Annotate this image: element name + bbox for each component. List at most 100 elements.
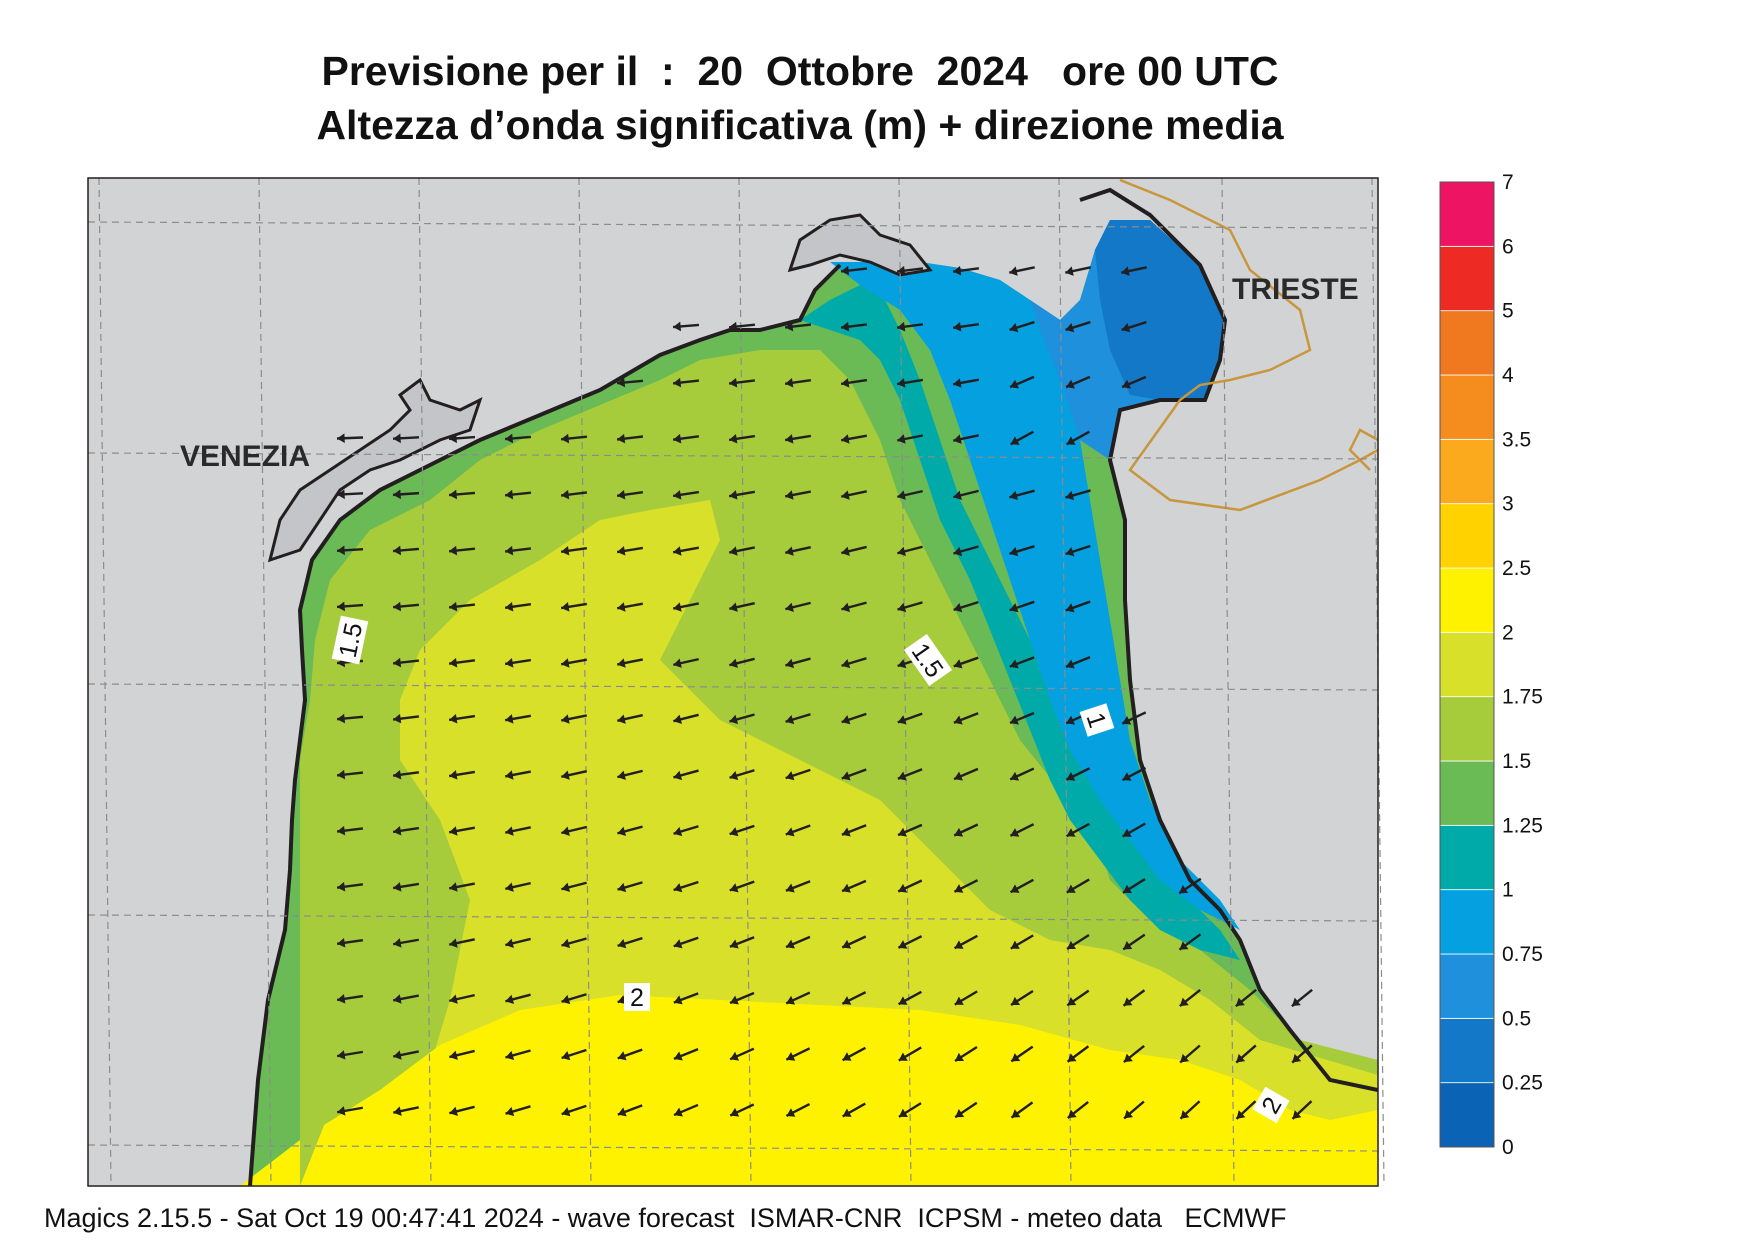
wave-arrow [841, 991, 867, 1005]
wave-arrow [1066, 1045, 1090, 1063]
wave-arrow [336, 1050, 364, 1060]
wave-arrow [1235, 1100, 1257, 1120]
wave-arrow [392, 433, 420, 444]
wave-arrow [449, 938, 475, 948]
wave-arrow [1010, 934, 1034, 950]
wave-arrow [505, 937, 531, 948]
wave-arrow [1009, 545, 1035, 557]
wave-arrow [898, 1046, 922, 1062]
legend-swatch [1439, 438, 1495, 505]
wave-arrow [953, 489, 979, 500]
wave-arrow [1009, 266, 1035, 276]
wave-arrow [728, 434, 756, 444]
legend-label: 2 [1502, 621, 1514, 644]
wave-arrow [505, 993, 531, 1005]
legend-swatch [1439, 503, 1495, 569]
wave-arrow [505, 881, 531, 892]
legend-swatch [1439, 631, 1495, 698]
wave-arrow [953, 823, 979, 837]
wave-arrow [954, 934, 978, 950]
wave-arrow [785, 991, 811, 1005]
wave-arrow [392, 545, 420, 556]
wave-arrow [1235, 988, 1257, 1008]
wave-arrow [1009, 767, 1035, 781]
wave-arrow [840, 321, 868, 332]
wave-arrow [896, 378, 924, 388]
wave-arrow [728, 377, 756, 388]
wave-arrow [840, 434, 868, 444]
legend-label: 3.5 [1502, 428, 1531, 451]
wave-arrow [448, 489, 476, 500]
wave-arrow [673, 713, 699, 724]
wave-arrow [898, 1102, 922, 1118]
wave-arrow [505, 770, 531, 780]
wave-arrow [393, 1050, 419, 1060]
wave-arrow [1123, 1100, 1145, 1120]
wave-arrow [1009, 656, 1035, 669]
wave-arrow [673, 825, 699, 837]
wave-arrow [898, 990, 922, 1006]
wave-arrow [841, 1046, 867, 1062]
wave-arrow [616, 602, 644, 612]
wave-arrow [1065, 600, 1091, 613]
wave-arrow [785, 880, 811, 893]
wave-arrow [954, 1101, 978, 1119]
wave-arrow [952, 378, 980, 388]
legend-swatch [1439, 953, 1495, 1019]
wave-arrow [505, 1049, 531, 1061]
wave-arrow [505, 826, 531, 836]
sea-field [240, 187, 1378, 1186]
wave-arrow [1123, 1044, 1145, 1064]
wave-arrow [897, 879, 923, 893]
wave-arrow [729, 1047, 755, 1061]
wave-arrow [1235, 1044, 1257, 1064]
wave-arrow [617, 713, 643, 724]
sea-band-1 [800, 285, 1240, 960]
legend-swatch [1439, 1082, 1495, 1148]
wave-arrow [617, 881, 643, 893]
grid-meridian [258, 177, 272, 1187]
wave-arrow [448, 433, 476, 444]
wave-arrow [336, 489, 364, 500]
wave-arrow [672, 546, 700, 556]
wave-arrow [785, 768, 811, 781]
wave-arrow [392, 769, 420, 780]
wave-arrow [729, 1103, 755, 1117]
wave-arrow [896, 321, 924, 332]
wave-arrow [953, 545, 979, 557]
wave-arrow [1179, 1044, 1201, 1064]
wave-arrow [392, 882, 420, 892]
wave-arrow [617, 1048, 643, 1061]
title-line-2: Altezza d’onda significativa (m) + direz… [316, 102, 1284, 148]
wave-arrow [897, 712, 923, 725]
wave-arrow [1065, 489, 1091, 501]
wave-arrow [896, 265, 924, 276]
wave-arrow [953, 434, 979, 444]
sea-band-0-75 [830, 262, 1240, 930]
wave-arrow [1121, 766, 1147, 782]
wave-arrow [617, 658, 643, 668]
wave-arrow [672, 377, 700, 388]
wave-arrow [392, 657, 420, 668]
wave-arrow [1065, 544, 1091, 557]
wave-arrow [673, 880, 699, 893]
wave-arrow [1009, 489, 1035, 501]
wave-arrow [561, 1104, 587, 1117]
wave-arrow [336, 825, 364, 836]
legend-label: 5 [1502, 300, 1514, 323]
legend-label: 1.5 [1502, 750, 1531, 773]
wave-arrow [784, 434, 812, 444]
legend-swatch [1439, 696, 1495, 762]
wave-arrow [1066, 430, 1090, 446]
wave-arrow [897, 768, 923, 781]
wave-arrow [1121, 266, 1147, 276]
wave-arrow [1065, 320, 1091, 333]
wave-arrow [617, 769, 643, 780]
coastline [248, 263, 842, 1186]
wave-arrow [561, 1048, 587, 1061]
wave-arrow [1122, 822, 1146, 838]
wave-arrow [729, 546, 755, 556]
wave-arrow [505, 1105, 531, 1117]
wave-arrow [1010, 990, 1034, 1006]
